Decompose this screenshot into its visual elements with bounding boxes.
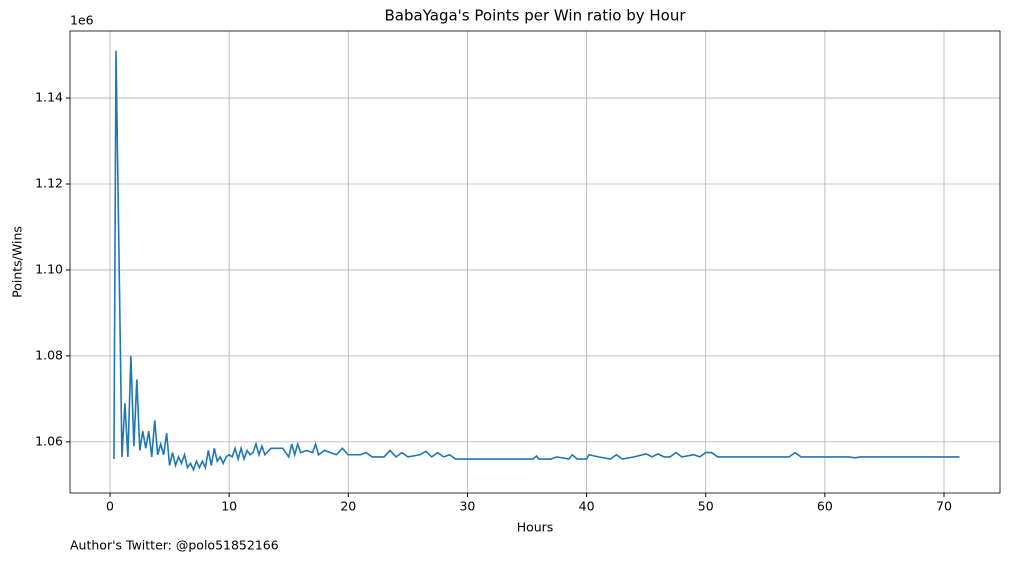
y-axis-label: Points/Wins [10,226,25,298]
data-line [113,50,960,472]
x-tick-label: 0 [106,499,114,514]
plot-frame [69,30,1001,494]
y-tick-label: 1.06 [35,433,63,448]
x-tick-label: 50 [698,499,714,514]
x-axis-label: Hours [517,520,554,535]
x-tick-label: 20 [340,499,356,514]
y-tick-label: 1.08 [35,347,63,362]
y-tick-label: 1.14 [35,90,63,105]
y-offset-label: 1e6 [70,13,94,28]
x-tick-label: 30 [459,499,475,514]
y-tick-label: 1.10 [35,261,63,276]
x-tick-label: 70 [936,499,952,514]
chart-title: BabaYaga's Points per Win ratio by Hour [384,7,686,25]
x-tick-label: 40 [579,499,595,514]
footnote: Author's Twitter: @polo51852166 [70,538,279,553]
x-tick-label: 10 [221,499,237,514]
x-tick-label: 60 [817,499,833,514]
y-tick-label: 1.12 [35,175,63,190]
